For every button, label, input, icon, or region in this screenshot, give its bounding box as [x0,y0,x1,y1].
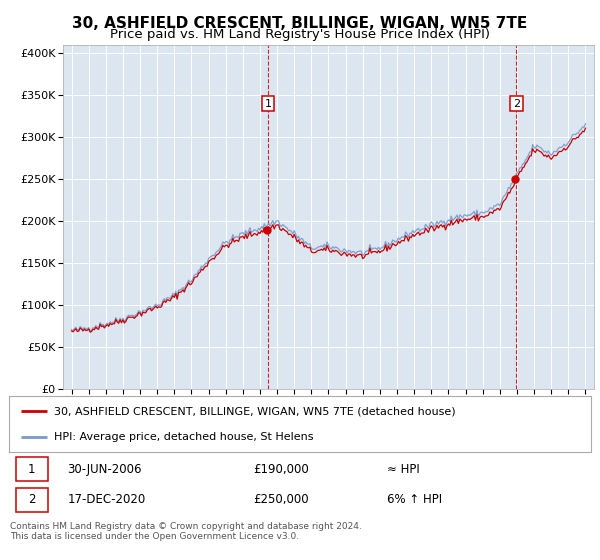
Text: 17-DEC-2020: 17-DEC-2020 [67,493,145,506]
Text: 1: 1 [265,99,271,109]
Text: 30, ASHFIELD CRESCENT, BILLINGE, WIGAN, WN5 7TE: 30, ASHFIELD CRESCENT, BILLINGE, WIGAN, … [73,16,527,31]
Text: 6% ↑ HPI: 6% ↑ HPI [388,493,442,506]
Bar [16,488,48,512]
Text: 1: 1 [28,463,35,475]
Text: ≈ HPI: ≈ HPI [388,463,420,475]
Bar [16,458,48,480]
Text: Contains HM Land Registry data © Crown copyright and database right 2024.
This d: Contains HM Land Registry data © Crown c… [10,522,362,542]
Text: 30-JUN-2006: 30-JUN-2006 [67,463,142,475]
Text: £250,000: £250,000 [253,493,309,506]
Text: 2: 2 [512,99,520,109]
Text: 30, ASHFIELD CRESCENT, BILLINGE, WIGAN, WN5 7TE (detached house): 30, ASHFIELD CRESCENT, BILLINGE, WIGAN, … [55,406,456,416]
Text: 2: 2 [28,493,35,506]
Text: £190,000: £190,000 [253,463,309,475]
Text: HPI: Average price, detached house, St Helens: HPI: Average price, detached house, St H… [55,432,314,442]
Text: Price paid vs. HM Land Registry's House Price Index (HPI): Price paid vs. HM Land Registry's House … [110,28,490,41]
